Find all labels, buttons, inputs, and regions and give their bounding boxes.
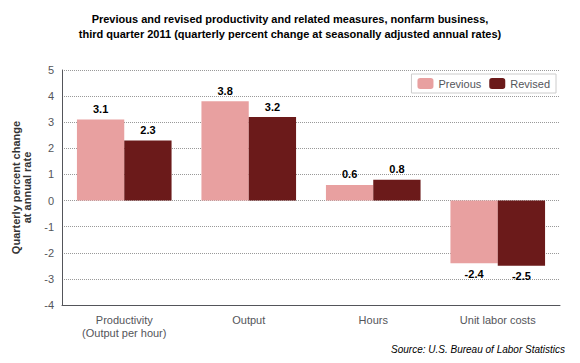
svg-text:3.1: 3.1: [93, 103, 108, 115]
svg-text:-2: -2: [44, 247, 54, 259]
svg-text:2.3: 2.3: [140, 124, 155, 136]
svg-text:0.8: 0.8: [389, 163, 404, 175]
svg-text:0: 0: [48, 195, 54, 207]
svg-text:3: 3: [48, 116, 54, 128]
svg-text:-2.5: -2.5: [512, 270, 531, 282]
svg-text:0.6: 0.6: [342, 168, 357, 180]
svg-text:Unit labor costs: Unit labor costs: [460, 314, 536, 326]
svg-text:-1: -1: [44, 221, 54, 233]
svg-text:Hours: Hours: [359, 314, 389, 326]
svg-text:1: 1: [48, 168, 54, 180]
svg-text:-2.4: -2.4: [465, 268, 485, 280]
svg-text:5: 5: [48, 64, 54, 76]
svg-text:third quarter 2011 (quarterly: third quarter 2011 (quarterly percent ch…: [79, 28, 502, 40]
svg-text:-3: -3: [44, 273, 54, 285]
svg-text:3.2: 3.2: [265, 101, 280, 113]
svg-text:-4: -4: [44, 299, 54, 311]
svg-text:Source: U.S. Bureau of Labor S: Source: U.S. Bureau of Labor Statistics: [391, 344, 565, 355]
svg-text:3.8: 3.8: [217, 85, 232, 97]
svg-text:2: 2: [48, 142, 54, 154]
svg-text:(Output per hour): (Output per hour): [82, 327, 166, 339]
svg-text:Revised: Revised: [510, 78, 550, 90]
svg-text:Previous and revised productiv: Previous and revised productivity and re…: [92, 13, 489, 25]
svg-text:4: 4: [48, 90, 54, 102]
svg-text:Productivity: Productivity: [96, 314, 153, 326]
svg-text:at annual rate: at annual rate: [21, 152, 33, 224]
svg-text:Output: Output: [232, 314, 265, 326]
svg-text:Quarterly percent change: Quarterly percent change: [9, 120, 22, 255]
svg-text:Previous: Previous: [438, 78, 481, 90]
